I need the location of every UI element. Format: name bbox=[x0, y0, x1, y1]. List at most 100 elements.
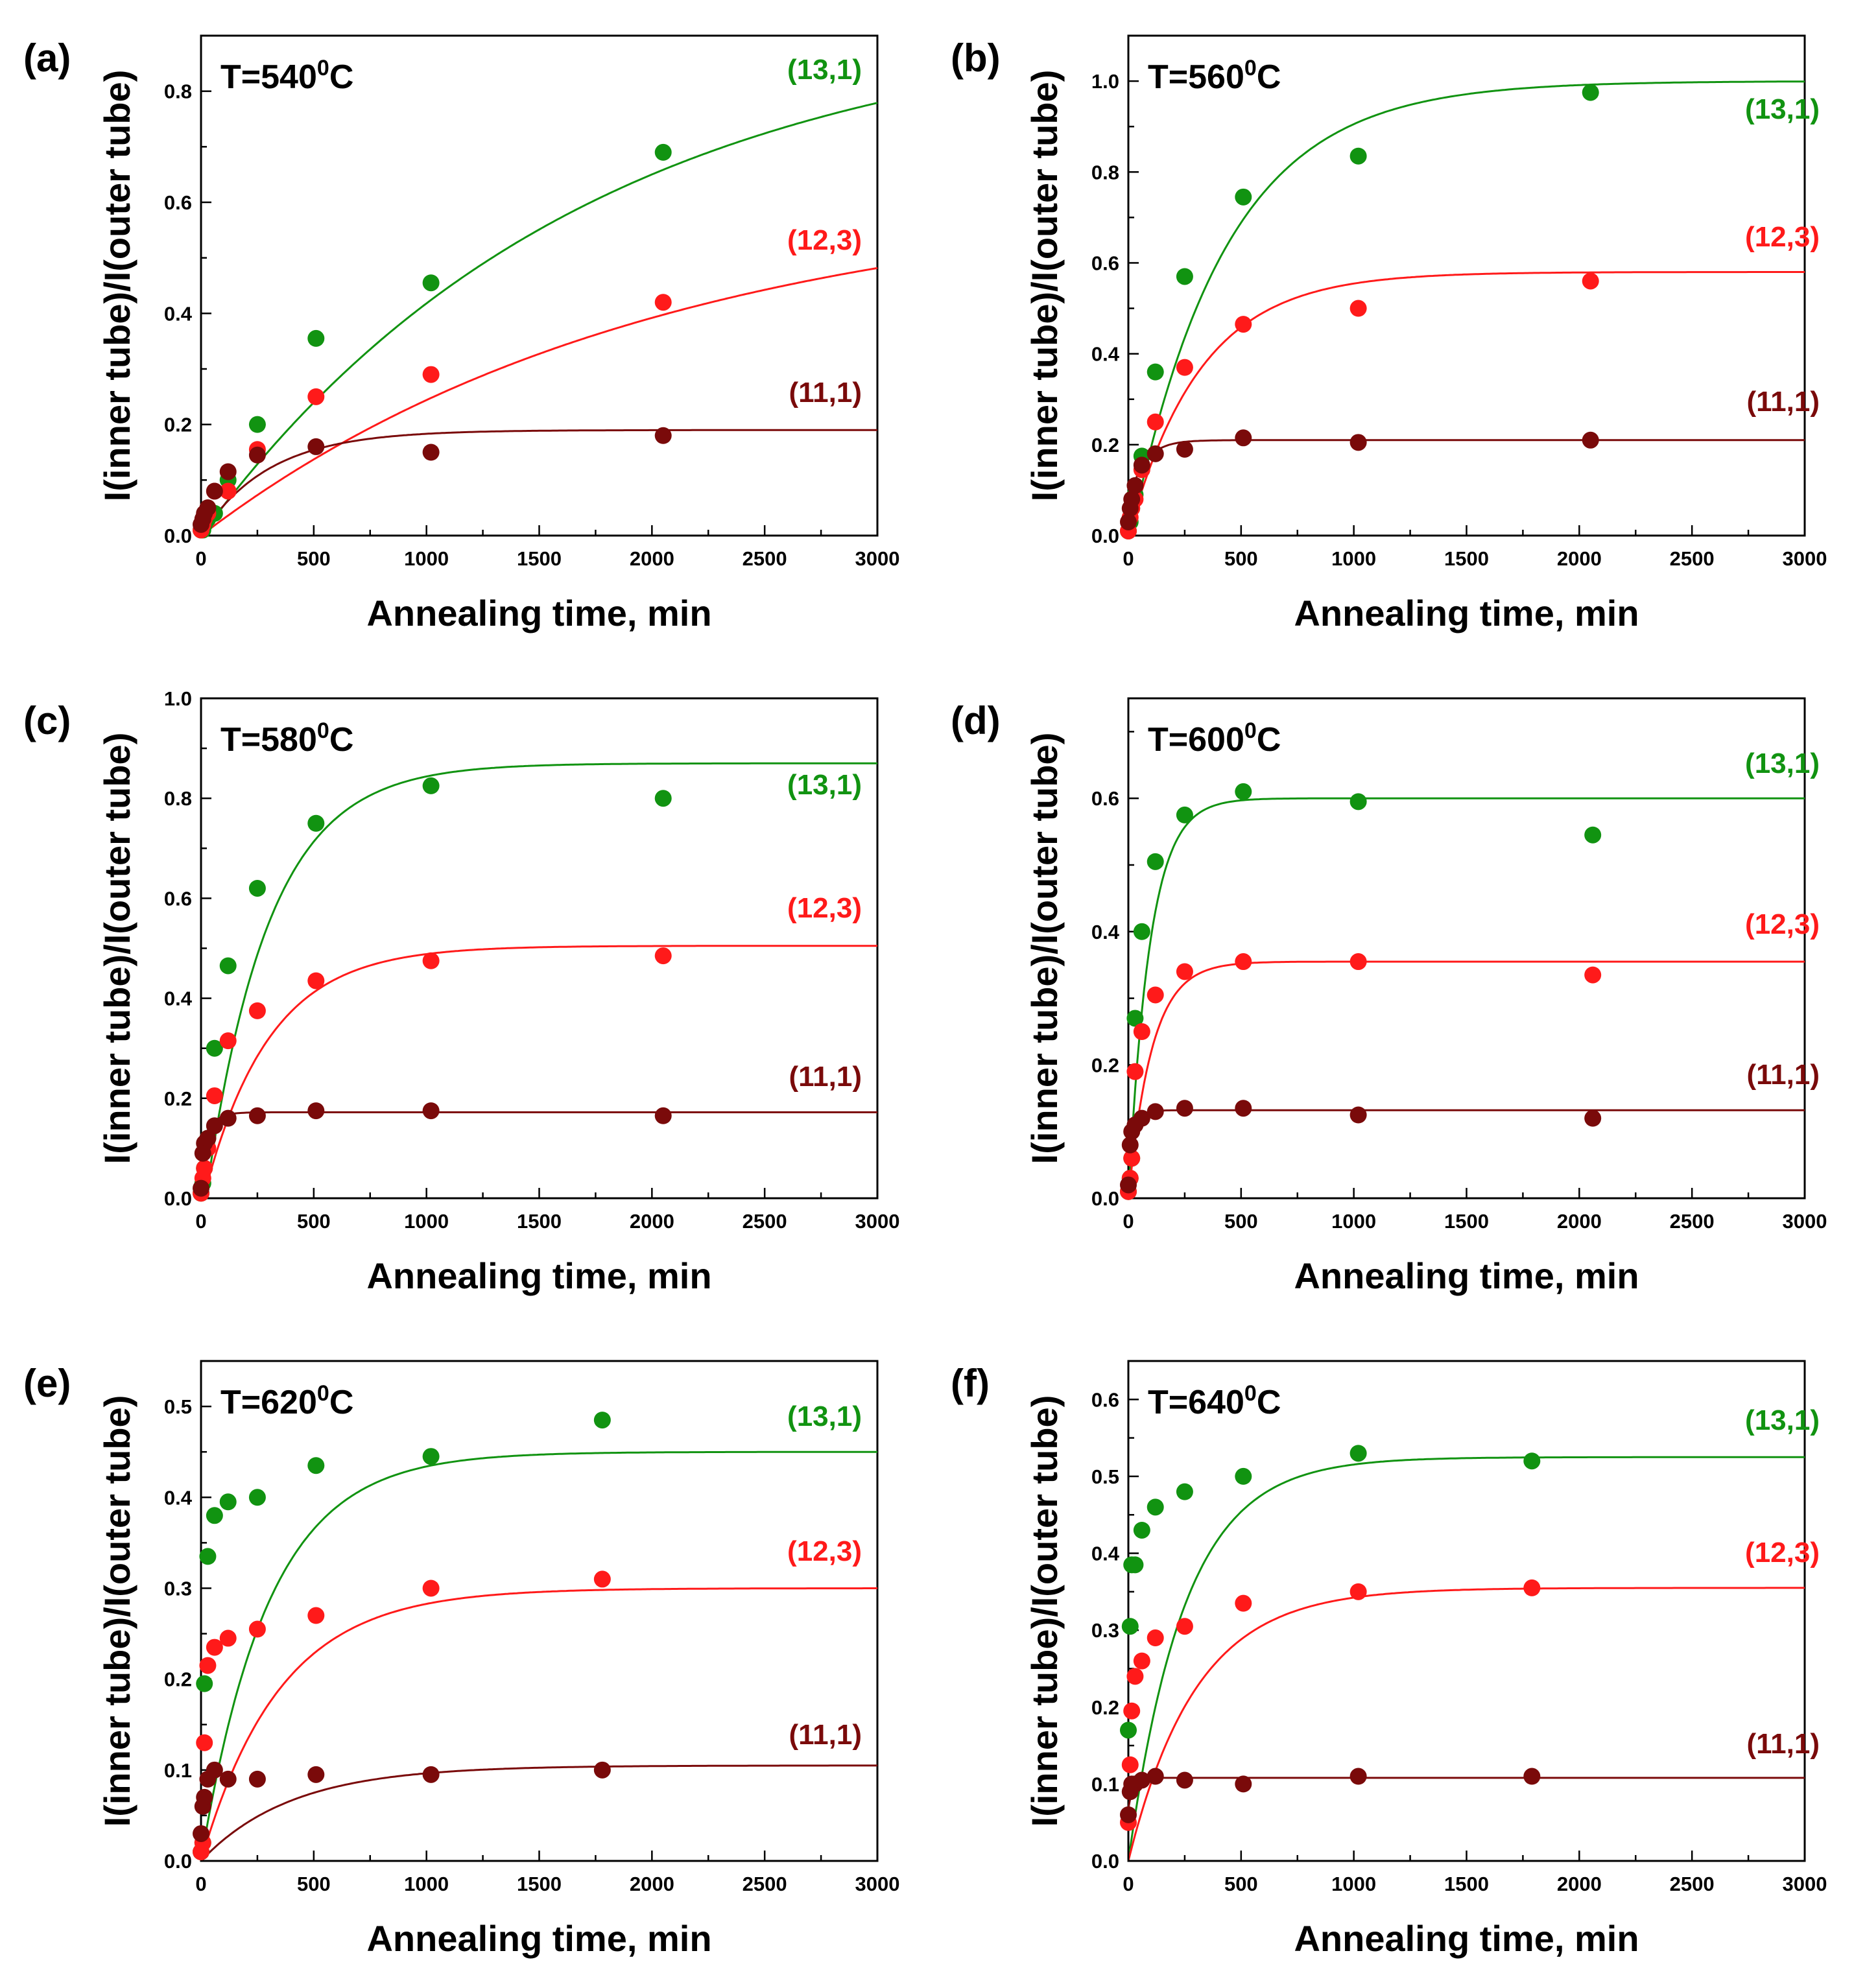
x-tick-label: 2000 bbox=[630, 1210, 674, 1233]
x-tick-label: 500 bbox=[297, 1873, 331, 1895]
plot-frame bbox=[1127, 1360, 1806, 1862]
data-point-11_1 bbox=[199, 1130, 217, 1147]
series-label-11_1: (11,1) bbox=[789, 377, 862, 408]
data-point-12_3 bbox=[1126, 1668, 1144, 1685]
temperature-label: T=5600C bbox=[1148, 56, 1281, 96]
data-point-12_3 bbox=[1584, 966, 1602, 984]
data-point-12_3 bbox=[1147, 1629, 1164, 1647]
data-point-13_1 bbox=[206, 1507, 223, 1524]
data-point-13_1 bbox=[248, 1489, 266, 1506]
data-point-12_3 bbox=[1123, 1702, 1141, 1720]
y-tick-label: 0.6 bbox=[1091, 1388, 1119, 1411]
y-tick-label: 0.5 bbox=[1091, 1465, 1119, 1488]
temperature-label: T=6200C bbox=[220, 1381, 353, 1421]
data-point-11_1 bbox=[1349, 434, 1367, 451]
data-point-13_1 bbox=[1523, 1452, 1541, 1470]
data-point-11_1 bbox=[196, 1788, 213, 1806]
panel-label: (b) bbox=[951, 36, 1001, 80]
y-axis-title: I(inner tube)/I(outer tube) bbox=[97, 70, 137, 502]
x-tick-label: 2000 bbox=[1557, 1210, 1602, 1233]
data-point-11_1 bbox=[654, 427, 672, 444]
data-point-11_1 bbox=[219, 1109, 237, 1127]
fit-curve-12_3 bbox=[1127, 960, 1805, 1199]
temperature-label: T=6000C bbox=[1148, 718, 1281, 759]
data-point-12_3 bbox=[1582, 272, 1599, 290]
x-tick-label: 2500 bbox=[743, 1210, 787, 1233]
x-tick-label: 1500 bbox=[517, 1873, 562, 1895]
x-tick-label: 2000 bbox=[1557, 547, 1602, 570]
y-tick-label: 0.2 bbox=[1091, 434, 1119, 456]
data-point-12_3 bbox=[1123, 1150, 1141, 1167]
x-tick-label: 2000 bbox=[630, 1873, 674, 1895]
data-point-13_1 bbox=[1235, 783, 1252, 800]
series-label-13_1: (13,1) bbox=[787, 769, 862, 801]
data-point-11_1 bbox=[248, 446, 266, 464]
x-axis-title: Annealing time, min bbox=[1294, 1255, 1639, 1296]
chart-svg: 0 500 1000 1500 2000 2500 3000 0.0 0.2 0.4 0.6 (13,… bbox=[951, 697, 1827, 1296]
series-label-11_1: (11,1) bbox=[789, 1061, 862, 1093]
data-point-11_1 bbox=[1147, 445, 1164, 462]
data-point-11_1 bbox=[1176, 440, 1193, 458]
data-point-12_3 bbox=[1133, 1023, 1150, 1040]
data-point-12_3 bbox=[307, 1607, 325, 1624]
data-point-13_1 bbox=[1235, 188, 1252, 206]
data-point-11_1 bbox=[593, 1761, 611, 1779]
data-point-12_3 bbox=[248, 1002, 266, 1019]
temperature-label: T=6400C bbox=[1148, 1381, 1281, 1421]
data-point-12_3 bbox=[1349, 300, 1367, 317]
y-tick-label: 0.4 bbox=[1091, 921, 1120, 943]
x-tick-label: 1000 bbox=[1331, 1210, 1376, 1233]
data-point-13_1 bbox=[1126, 1010, 1144, 1027]
x-tick-label: 2500 bbox=[743, 1873, 787, 1895]
y-tick-label: 0.2 bbox=[164, 1087, 192, 1110]
x-tick-label: 3000 bbox=[855, 1210, 900, 1233]
data-point-11_1 bbox=[1582, 431, 1599, 449]
x-tick-label: 0 bbox=[195, 1210, 206, 1233]
data-point-13_1 bbox=[1147, 853, 1164, 870]
series-label-11_1: (11,1) bbox=[1746, 386, 1820, 418]
data-point-12_3 bbox=[307, 388, 325, 405]
data-point-11_1 bbox=[1523, 1768, 1541, 1785]
series-label-12_3: (12,3) bbox=[787, 224, 862, 256]
plot-frame bbox=[1127, 34, 1806, 537]
data-point-11_1 bbox=[1120, 513, 1137, 530]
data-point-12_3 bbox=[593, 1570, 611, 1588]
x-axis-title: Annealing time, min bbox=[1294, 1918, 1639, 1959]
data-point-12_3 bbox=[1176, 963, 1193, 980]
y-axis-title: I(inner tube)/I(outer tube) bbox=[1024, 733, 1065, 1165]
fit-curve-11_1 bbox=[200, 1764, 877, 1862]
y-tick-label: 0.0 bbox=[164, 525, 192, 547]
x-tick-label: 500 bbox=[1224, 547, 1258, 570]
data-point-11_1 bbox=[1147, 1103, 1164, 1120]
data-point-13_1 bbox=[1349, 793, 1367, 811]
data-point-11_1 bbox=[1235, 1775, 1252, 1793]
data-point-13_1 bbox=[1176, 1483, 1193, 1500]
data-point-11_1 bbox=[1120, 1176, 1137, 1194]
data-point-11_1 bbox=[422, 444, 440, 461]
series-label-11_1: (11,1) bbox=[789, 1719, 862, 1751]
fit-curve-11_1 bbox=[1127, 439, 1805, 503]
fit-curve-13_1 bbox=[1127, 1456, 1805, 1862]
y-tick-label: 0.5 bbox=[164, 1395, 192, 1418]
y-tick-label: 0.4 bbox=[164, 1486, 193, 1509]
data-point-12_3 bbox=[248, 1620, 266, 1638]
y-tick-label: 0.0 bbox=[1091, 1187, 1119, 1210]
chart-svg: 0 500 1000 1500 2000 2500 3000 0.0 0.1 0.2 0.3 0.4 0… bbox=[23, 1360, 899, 1959]
data-point-12_3 bbox=[206, 1087, 223, 1104]
data-point-13_1 bbox=[307, 814, 325, 832]
x-tick-label: 3000 bbox=[1783, 547, 1827, 570]
x-tick-label: 3000 bbox=[855, 547, 900, 570]
y-tick-label: 0.4 bbox=[1091, 1543, 1120, 1565]
panel-label: (e) bbox=[23, 1362, 71, 1405]
data-point-11_1 bbox=[307, 438, 325, 455]
chart-panel-e: 0 500 1000 1500 2000 2500 3000 0.0 0.1 0.2 0.3 0.4 0… bbox=[0, 1325, 927, 1988]
x-axis-title: Annealing time, min bbox=[366, 593, 711, 633]
y-tick-label: 0.8 bbox=[164, 787, 192, 810]
data-point-12_3 bbox=[1133, 1652, 1150, 1670]
data-point-12_3 bbox=[206, 1639, 223, 1656]
chart-svg: 0 500 1000 1500 2000 2500 3000 0.0 0.2 0.4 0.6 0.8 1… bbox=[951, 34, 1827, 633]
fit-curve-11_1 bbox=[200, 1111, 877, 1148]
y-tick-label: 0.4 bbox=[1091, 343, 1120, 366]
data-point-13_1 bbox=[307, 329, 325, 347]
chart-svg: 0 500 1000 1500 2000 2500 3000 0.0 0.1 0.2 0.3 0.4 0… bbox=[951, 1360, 1827, 1959]
